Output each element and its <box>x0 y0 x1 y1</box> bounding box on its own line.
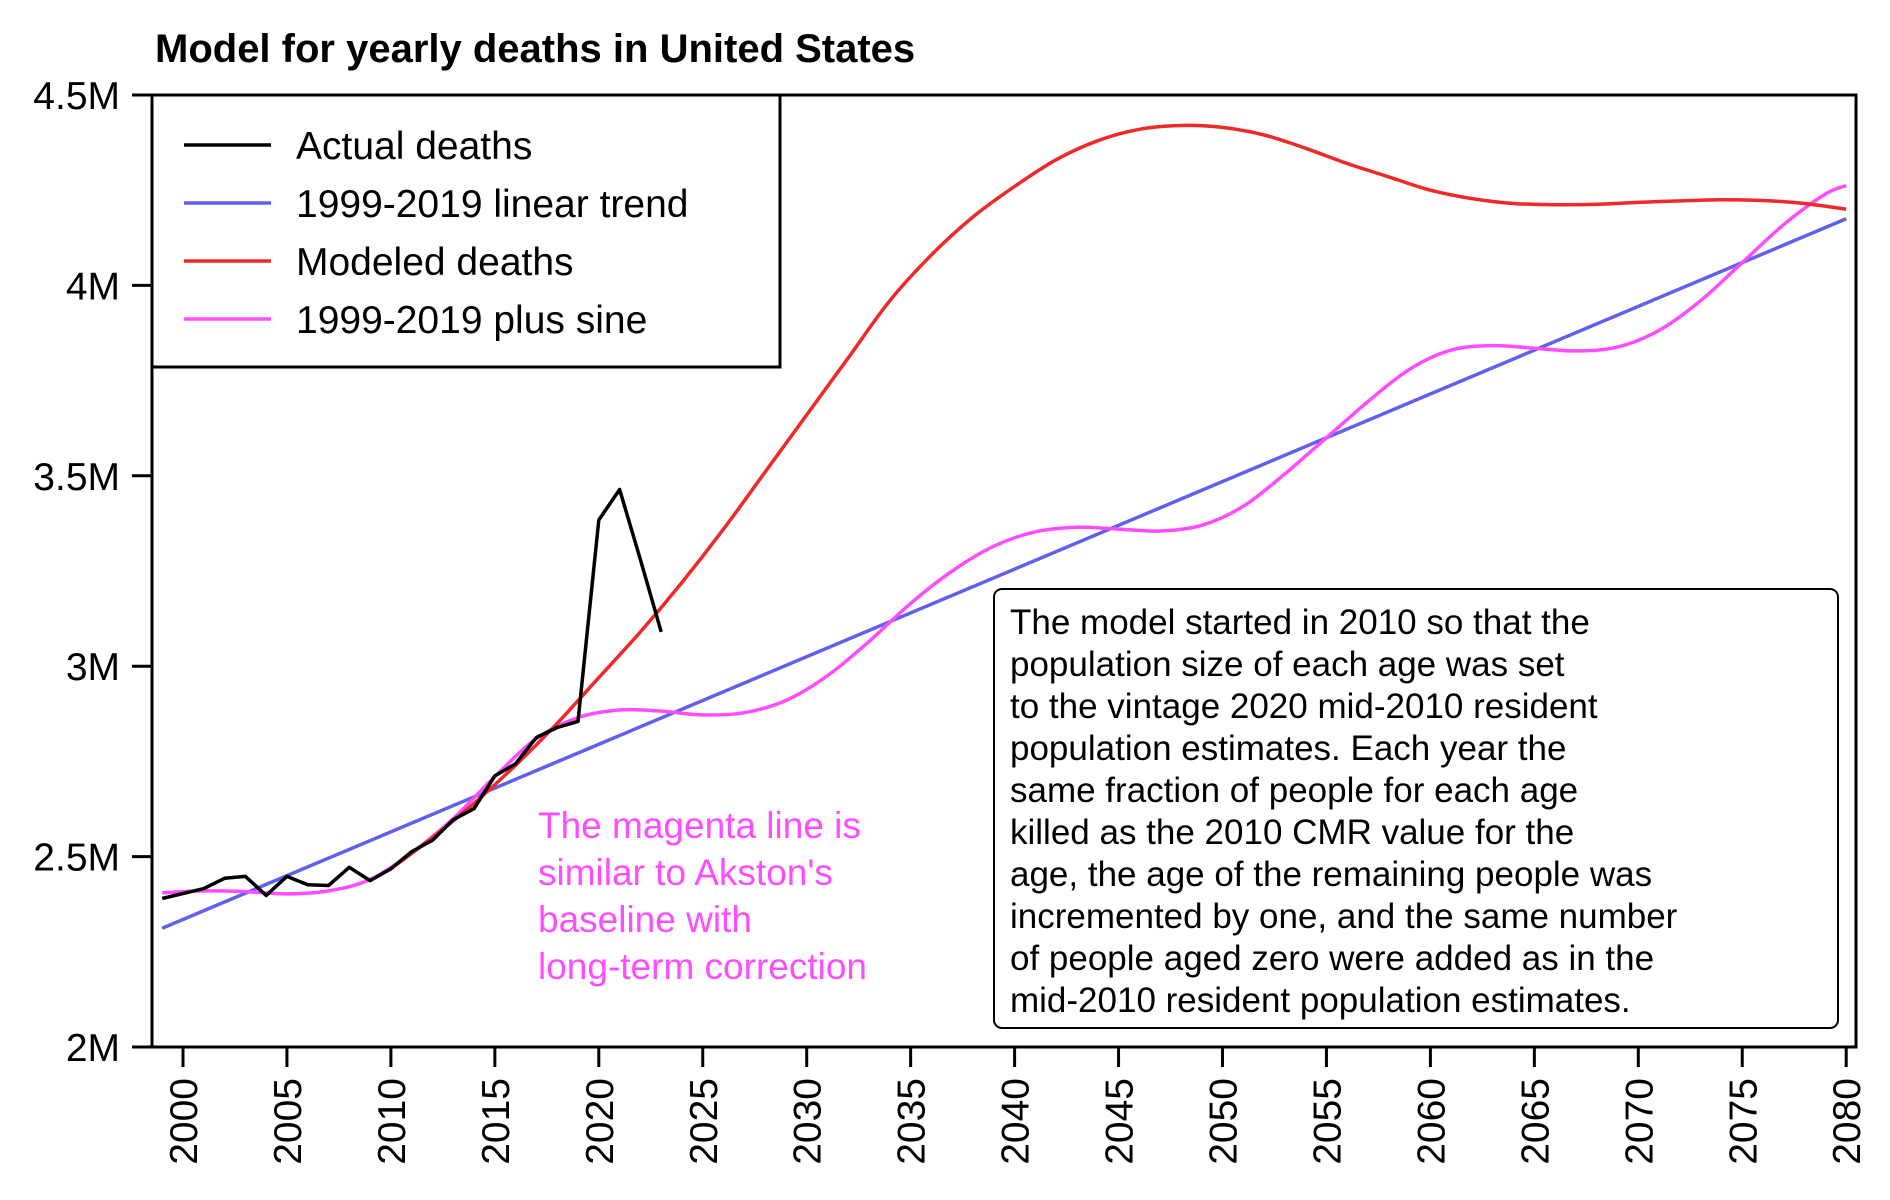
legend-label-modeled: Modeled deaths <box>296 241 574 284</box>
model-note-frame <box>993 588 1839 1029</box>
model-note-line: of people aged zero were added as in the <box>1010 939 1654 978</box>
model-note-line: incremented by one, and the same number <box>1010 897 1678 936</box>
legend-item-modeled: Modeled deaths <box>184 241 574 284</box>
x-tick-label: 2045 <box>1099 1078 1142 1165</box>
legend-label-actual: Actual deaths <box>296 125 532 168</box>
x-tick-label: 2030 <box>787 1078 830 1165</box>
legend: Actual deaths 1999-2019 linear trend Mod… <box>150 93 782 369</box>
x-tick-label: 2080 <box>1826 1078 1869 1165</box>
legend-item-linear-trend: 1999-2019 linear trend <box>184 183 688 226</box>
x-tick-label: 2015 <box>475 1078 518 1165</box>
x-tick-label: 2010 <box>371 1078 414 1165</box>
y-axis: 2M 2.5M 3M 3.5M 4M 4.5M <box>33 75 152 1070</box>
x-tick-label: 2050 <box>1203 1078 1246 1165</box>
magenta-annotation-line: The magenta line is <box>538 805 861 846</box>
y-tick-label: 2M <box>66 1027 120 1070</box>
y-tick-label: 3.5M <box>33 456 120 499</box>
legend-box <box>150 93 782 369</box>
model-note-line: killed as the 2010 CMR value for the <box>1010 813 1574 852</box>
x-tick-label: 2060 <box>1410 1078 1453 1165</box>
legend-item-plus-sine: 1999-2019 plus sine <box>184 299 647 342</box>
legend-label-plus-sine: 1999-2019 plus sine <box>296 299 647 342</box>
legend-item-actual: Actual deaths <box>184 125 532 168</box>
x-tick-label: 2040 <box>995 1078 1038 1165</box>
model-note-line: to the vintage 2020 mid-2010 resident <box>1010 687 1598 726</box>
series-line-actual-deaths <box>161 487 663 901</box>
model-note-line: population size of each age was set <box>1010 645 1565 684</box>
magenta-annotation-line: baseline with <box>538 899 752 940</box>
x-tick-label: 2035 <box>891 1078 934 1165</box>
y-tick-label: 4M <box>66 265 120 308</box>
x-tick-label: 2055 <box>1306 1078 1349 1165</box>
model-note-line: The model started in 2010 so that the <box>1010 603 1590 642</box>
model-note-box: The model started in 2010 so that thepop… <box>993 588 1839 1029</box>
plot-frame <box>150 93 1858 1049</box>
x-tick-label: 2070 <box>1618 1078 1661 1165</box>
magenta-annotation-line: similar to Akston's <box>538 852 833 893</box>
x-tick-label: 2005 <box>267 1078 310 1165</box>
magenta-annotation-line: long-term correction <box>538 946 867 987</box>
x-axis: 2000 2005 2010 2015 2020 2025 2030 2035 2040 2045… <box>163 1047 1869 1165</box>
model-note-text: The model started in 2010 so that thepop… <box>1010 603 1678 1020</box>
model-note-line: mid-2010 resident population estimates. <box>1010 981 1631 1020</box>
magenta-annotation: The magenta line is similar to Akston's ba… <box>538 805 867 987</box>
model-note-line: population estimates. Each year the <box>1010 729 1566 768</box>
legend-label-linear-trend: 1999-2019 linear trend <box>296 183 688 226</box>
x-tick-label: 2075 <box>1722 1078 1765 1165</box>
x-tick-label: 2020 <box>579 1078 622 1165</box>
y-tick-label: 4.5M <box>33 75 120 118</box>
model-note-line: age, the age of the remaining people was <box>1010 855 1652 894</box>
x-tick-label: 2065 <box>1514 1078 1557 1165</box>
chart-title: Model for yearly deaths in United States <box>155 27 915 71</box>
y-tick-label: 3M <box>66 646 120 689</box>
x-tick-label: 2025 <box>683 1078 726 1165</box>
series-layer <box>161 123 1847 930</box>
y-tick-label: 2.5M <box>33 837 120 880</box>
series-line-1999-2019-linear-trend <box>161 217 1847 930</box>
series-line-modeled-deaths <box>389 123 1847 871</box>
model-note-line: same fraction of people for each age <box>1010 771 1578 810</box>
x-tick-label: 2000 <box>163 1078 206 1165</box>
